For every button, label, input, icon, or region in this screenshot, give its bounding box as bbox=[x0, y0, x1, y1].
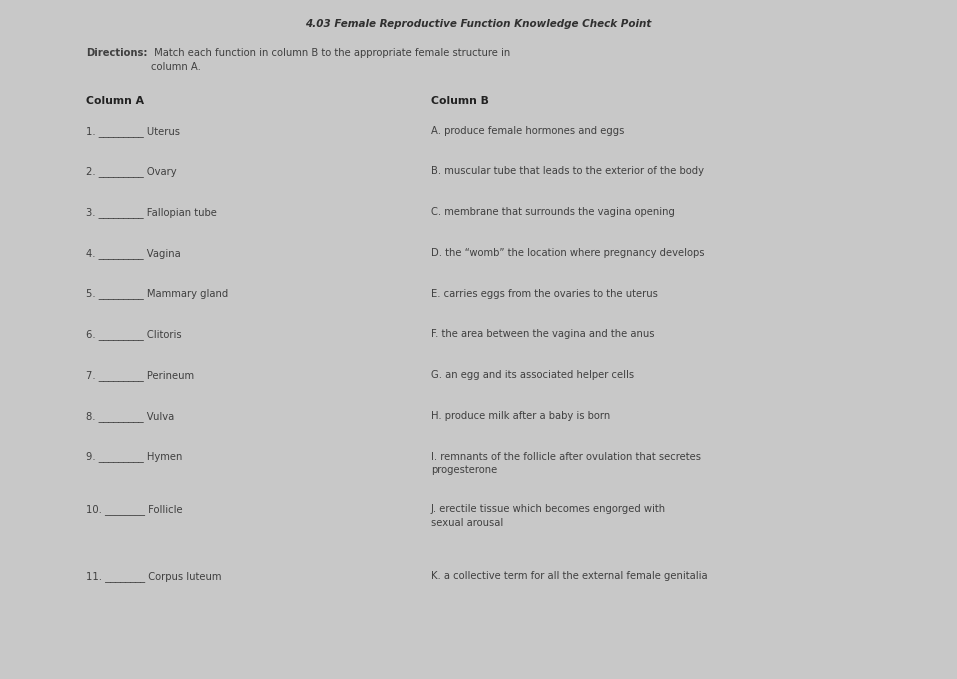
Text: I. remnants of the follicle after ovulation that secretes
progesterone: I. remnants of the follicle after ovulat… bbox=[431, 452, 701, 475]
Text: Match each function in column B to the appropriate female structure in
column A.: Match each function in column B to the a… bbox=[151, 48, 510, 71]
Text: 3. _________ Fallopian tube: 3. _________ Fallopian tube bbox=[86, 207, 217, 218]
Text: J. erectile tissue which becomes engorged with
sexual arousal: J. erectile tissue which becomes engorge… bbox=[431, 504, 666, 528]
Text: F. the area between the vagina and the anus: F. the area between the vagina and the a… bbox=[431, 329, 655, 340]
Text: D. the “womb” the location where pregnancy develops: D. the “womb” the location where pregnan… bbox=[431, 248, 704, 258]
Text: 4.03 Female Reproductive Function Knowledge Check Point: 4.03 Female Reproductive Function Knowle… bbox=[305, 19, 652, 29]
Text: 8. _________ Vulva: 8. _________ Vulva bbox=[86, 411, 174, 422]
Text: 2. _________ Ovary: 2. _________ Ovary bbox=[86, 166, 177, 177]
Text: C. membrane that surrounds the vagina opening: C. membrane that surrounds the vagina op… bbox=[431, 207, 675, 217]
Text: 11. ________ Corpus luteum: 11. ________ Corpus luteum bbox=[86, 571, 222, 582]
Text: E. carries eggs from the ovaries to the uterus: E. carries eggs from the ovaries to the … bbox=[431, 289, 657, 299]
Text: 4. _________ Vagina: 4. _________ Vagina bbox=[86, 248, 181, 259]
Text: Column B: Column B bbox=[431, 96, 488, 107]
Text: 5. _________ Mammary gland: 5. _________ Mammary gland bbox=[86, 289, 229, 299]
Text: 7. _________ Perineum: 7. _________ Perineum bbox=[86, 370, 194, 381]
Text: 10. ________ Follicle: 10. ________ Follicle bbox=[86, 504, 183, 515]
Text: B. muscular tube that leads to the exterior of the body: B. muscular tube that leads to the exter… bbox=[431, 166, 703, 177]
Text: 9. _________ Hymen: 9. _________ Hymen bbox=[86, 452, 183, 462]
Text: H. produce milk after a baby is born: H. produce milk after a baby is born bbox=[431, 411, 610, 421]
Text: A. produce female hormones and eggs: A. produce female hormones and eggs bbox=[431, 126, 624, 136]
Text: 1. _________ Uterus: 1. _________ Uterus bbox=[86, 126, 180, 136]
Text: K. a collective term for all the external female genitalia: K. a collective term for all the externa… bbox=[431, 571, 707, 581]
Text: G. an egg and its associated helper cells: G. an egg and its associated helper cell… bbox=[431, 370, 634, 380]
Text: Directions:: Directions: bbox=[86, 48, 147, 58]
Text: Column A: Column A bbox=[86, 96, 145, 107]
Text: 6. _________ Clitoris: 6. _________ Clitoris bbox=[86, 329, 182, 340]
